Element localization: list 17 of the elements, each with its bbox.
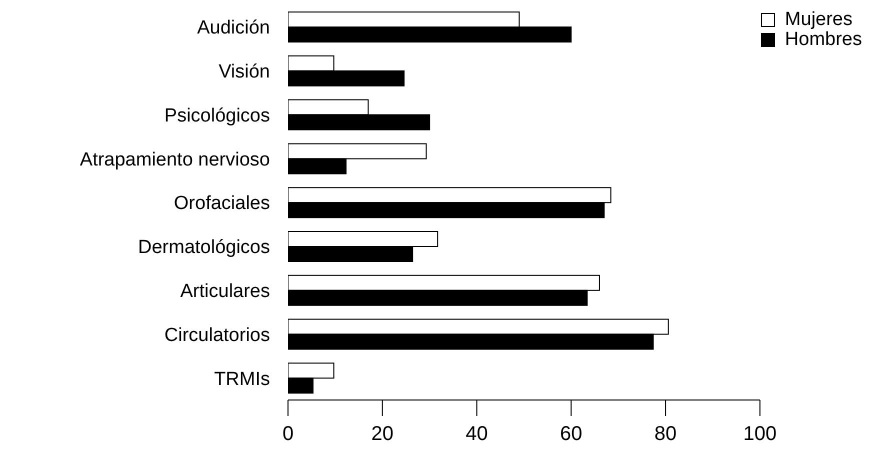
y-tick-label: Audición	[197, 18, 270, 39]
y-tick-label: Dermatológicos	[138, 237, 270, 258]
y-tick-label: TRMIs	[214, 368, 270, 390]
y-tick-label: Visión	[218, 62, 270, 83]
x-tick-label: 40	[466, 423, 488, 446]
y-tick-label: Orofaciales	[174, 193, 270, 214]
x-tick-label: 0	[282, 423, 294, 446]
legend-label: Mujeres	[784, 9, 852, 30]
x-tick-label: 100	[743, 423, 777, 446]
x-tick-label: 20	[371, 423, 394, 446]
y-tick-label: Circulatorios	[164, 324, 270, 346]
y-tick-label: Atrapamiento nervioso	[80, 149, 270, 170]
y-tick-label: Articulares	[180, 281, 270, 302]
y-tick-label: Psicológicos	[164, 105, 270, 126]
legend-label: Hombres	[784, 29, 862, 50]
x-tick-label: 80	[654, 423, 677, 446]
x-tick-label: 60	[560, 423, 582, 446]
